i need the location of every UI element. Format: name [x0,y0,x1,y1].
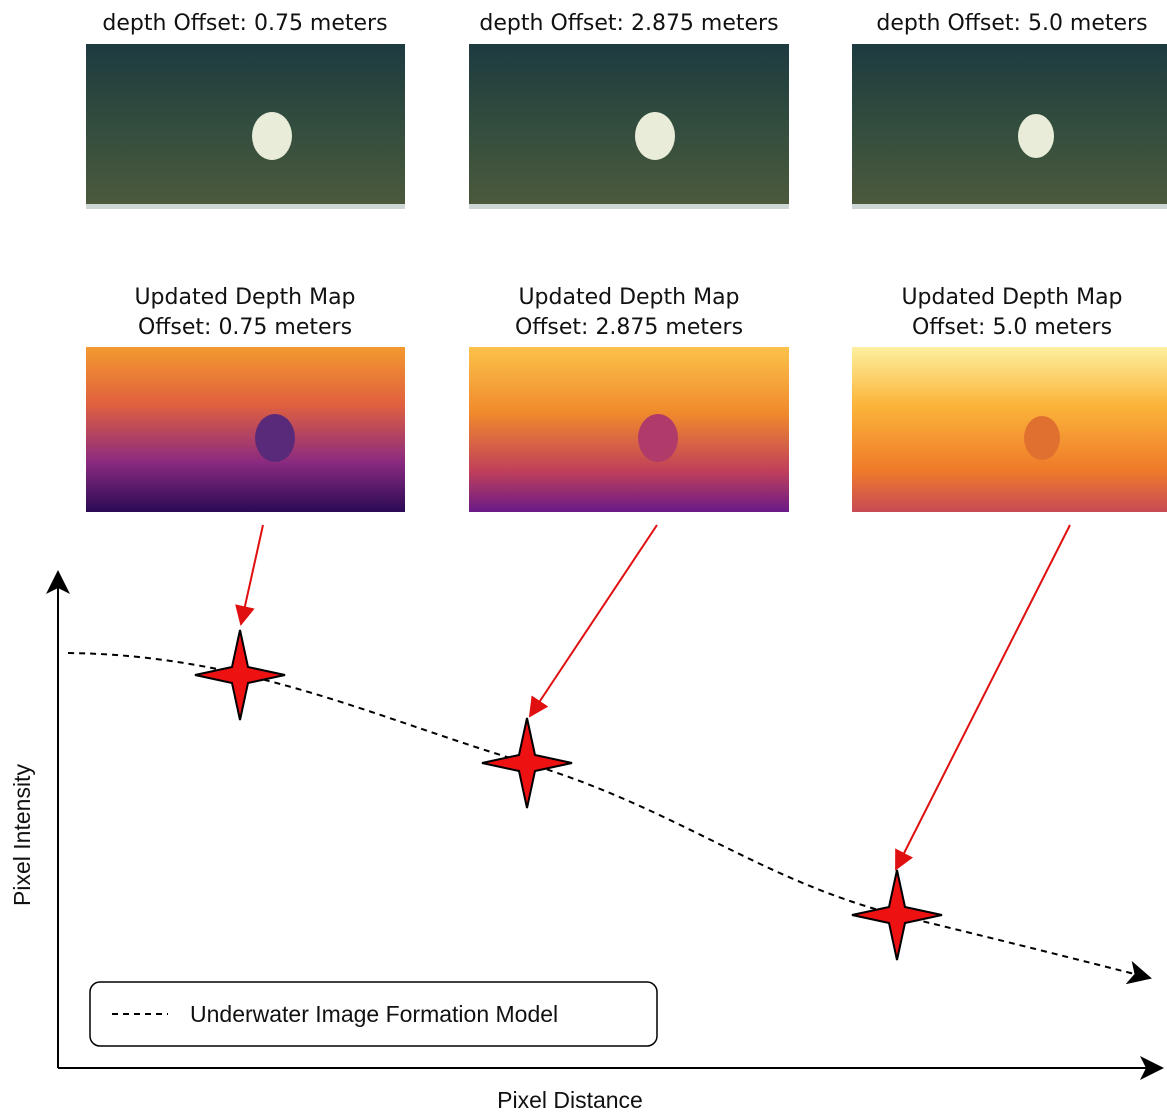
depth-map [469,347,789,512]
legend-label: Underwater Image Formation Model [190,1001,558,1027]
depth-row: Updated Depth Map Offset: 0.75 meters Up… [86,285,1167,512]
map-title: Updated Depth Map [134,285,355,310]
legend: Underwater Image Formation Model [90,982,657,1046]
stars [195,630,942,960]
map-title: Updated Depth Map [518,285,739,310]
image-title: depth Offset: 5.0 meters [876,11,1147,36]
camera-image [852,44,1167,209]
x-axis-label: Pixel Distance [497,1087,643,1113]
camera-image [469,44,789,209]
map-subtitle: Offset: 2.875 meters [515,315,743,340]
y-axis-label: Pixel Intensity [9,764,35,906]
depth-map [86,347,405,512]
plot: Pixel Intensity Pixel Distance Underwate… [9,525,1162,1113]
camera-row: depth Offset: 0.75 meters depth Offset: … [86,11,1167,209]
pointer-arrows [241,525,1070,869]
diagram: depth Offset: 0.75 meters depth Offset: … [0,0,1167,1113]
camera-image [86,44,405,209]
depth-map [852,347,1167,512]
map-title: Updated Depth Map [901,285,1122,310]
model-curve [68,653,1150,978]
page: depth Offset: 0.75 meters depth Offset: … [0,0,1167,1113]
image-title: depth Offset: 0.75 meters [102,11,387,36]
image-title: depth Offset: 2.875 meters [479,11,778,36]
map-subtitle: Offset: 0.75 meters [138,315,352,340]
map-subtitle: Offset: 5.0 meters [912,315,1112,340]
